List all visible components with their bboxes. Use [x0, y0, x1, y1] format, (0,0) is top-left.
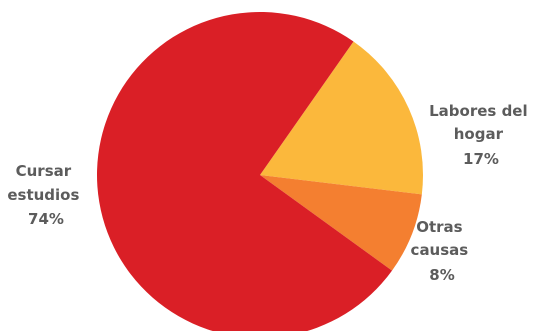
label-otras-line-2: causas [411, 241, 469, 259]
label-otras-percent: 8% [429, 266, 454, 284]
label-labores-percent: 17% [463, 150, 499, 168]
label-cursar-line-2: estudios [7, 186, 79, 204]
label-otras-line-1: Otras [416, 218, 462, 236]
label-labores-del-hogar: Labores del hogar 17% [429, 102, 533, 168]
slice-otras-causas [260, 175, 422, 271]
pie-slices [97, 12, 424, 331]
label-cursar-percent: 74% [28, 210, 64, 228]
label-labores-line-2: hogar [454, 125, 504, 143]
label-cursar-estudios: Cursar estudios 74% [7, 162, 84, 228]
slice-labores-del-hogar [260, 41, 424, 195]
label-cursar-line-1: Cursar [16, 162, 72, 180]
label-otras-causas: Otras causas 8% [411, 218, 474, 284]
label-labores-line-1: Labores del [429, 102, 528, 120]
slice-cursar-estudios [97, 12, 393, 331]
